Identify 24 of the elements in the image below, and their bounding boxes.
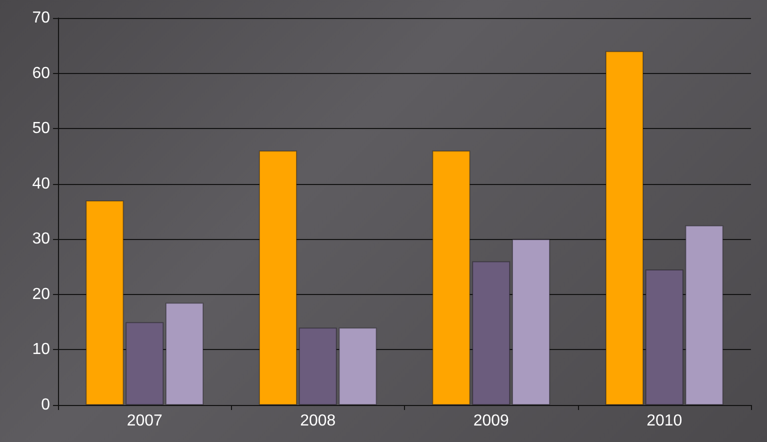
- bar: [338, 328, 377, 405]
- x-tick-label: 2007: [126, 412, 163, 430]
- x-tick-label: 2008: [300, 412, 336, 430]
- bar: [645, 270, 684, 405]
- bar: [298, 328, 337, 405]
- bar: [166, 302, 204, 405]
- y-tick-label: 70: [32, 10, 50, 26]
- y-tick-label: 20: [32, 286, 50, 303]
- y-tick-label: 60: [32, 64, 50, 82]
- y-tick-label: 50: [32, 120, 50, 138]
- bar: [86, 200, 124, 405]
- bar: [126, 322, 164, 405]
- bar: [258, 150, 297, 405]
- y-tick-label: 40: [32, 175, 50, 192]
- bar: [685, 225, 724, 405]
- bar: [605, 51, 644, 405]
- bar: [432, 150, 470, 405]
- x-tick-label: 2009: [473, 412, 510, 430]
- bar: [472, 261, 510, 405]
- y-tick-label: 10: [32, 341, 50, 358]
- x-tick-label: 2010: [646, 412, 682, 430]
- y-tick-label: 0: [41, 396, 50, 414]
- y-tick-label: 30: [32, 230, 50, 248]
- bar: [512, 239, 550, 405]
